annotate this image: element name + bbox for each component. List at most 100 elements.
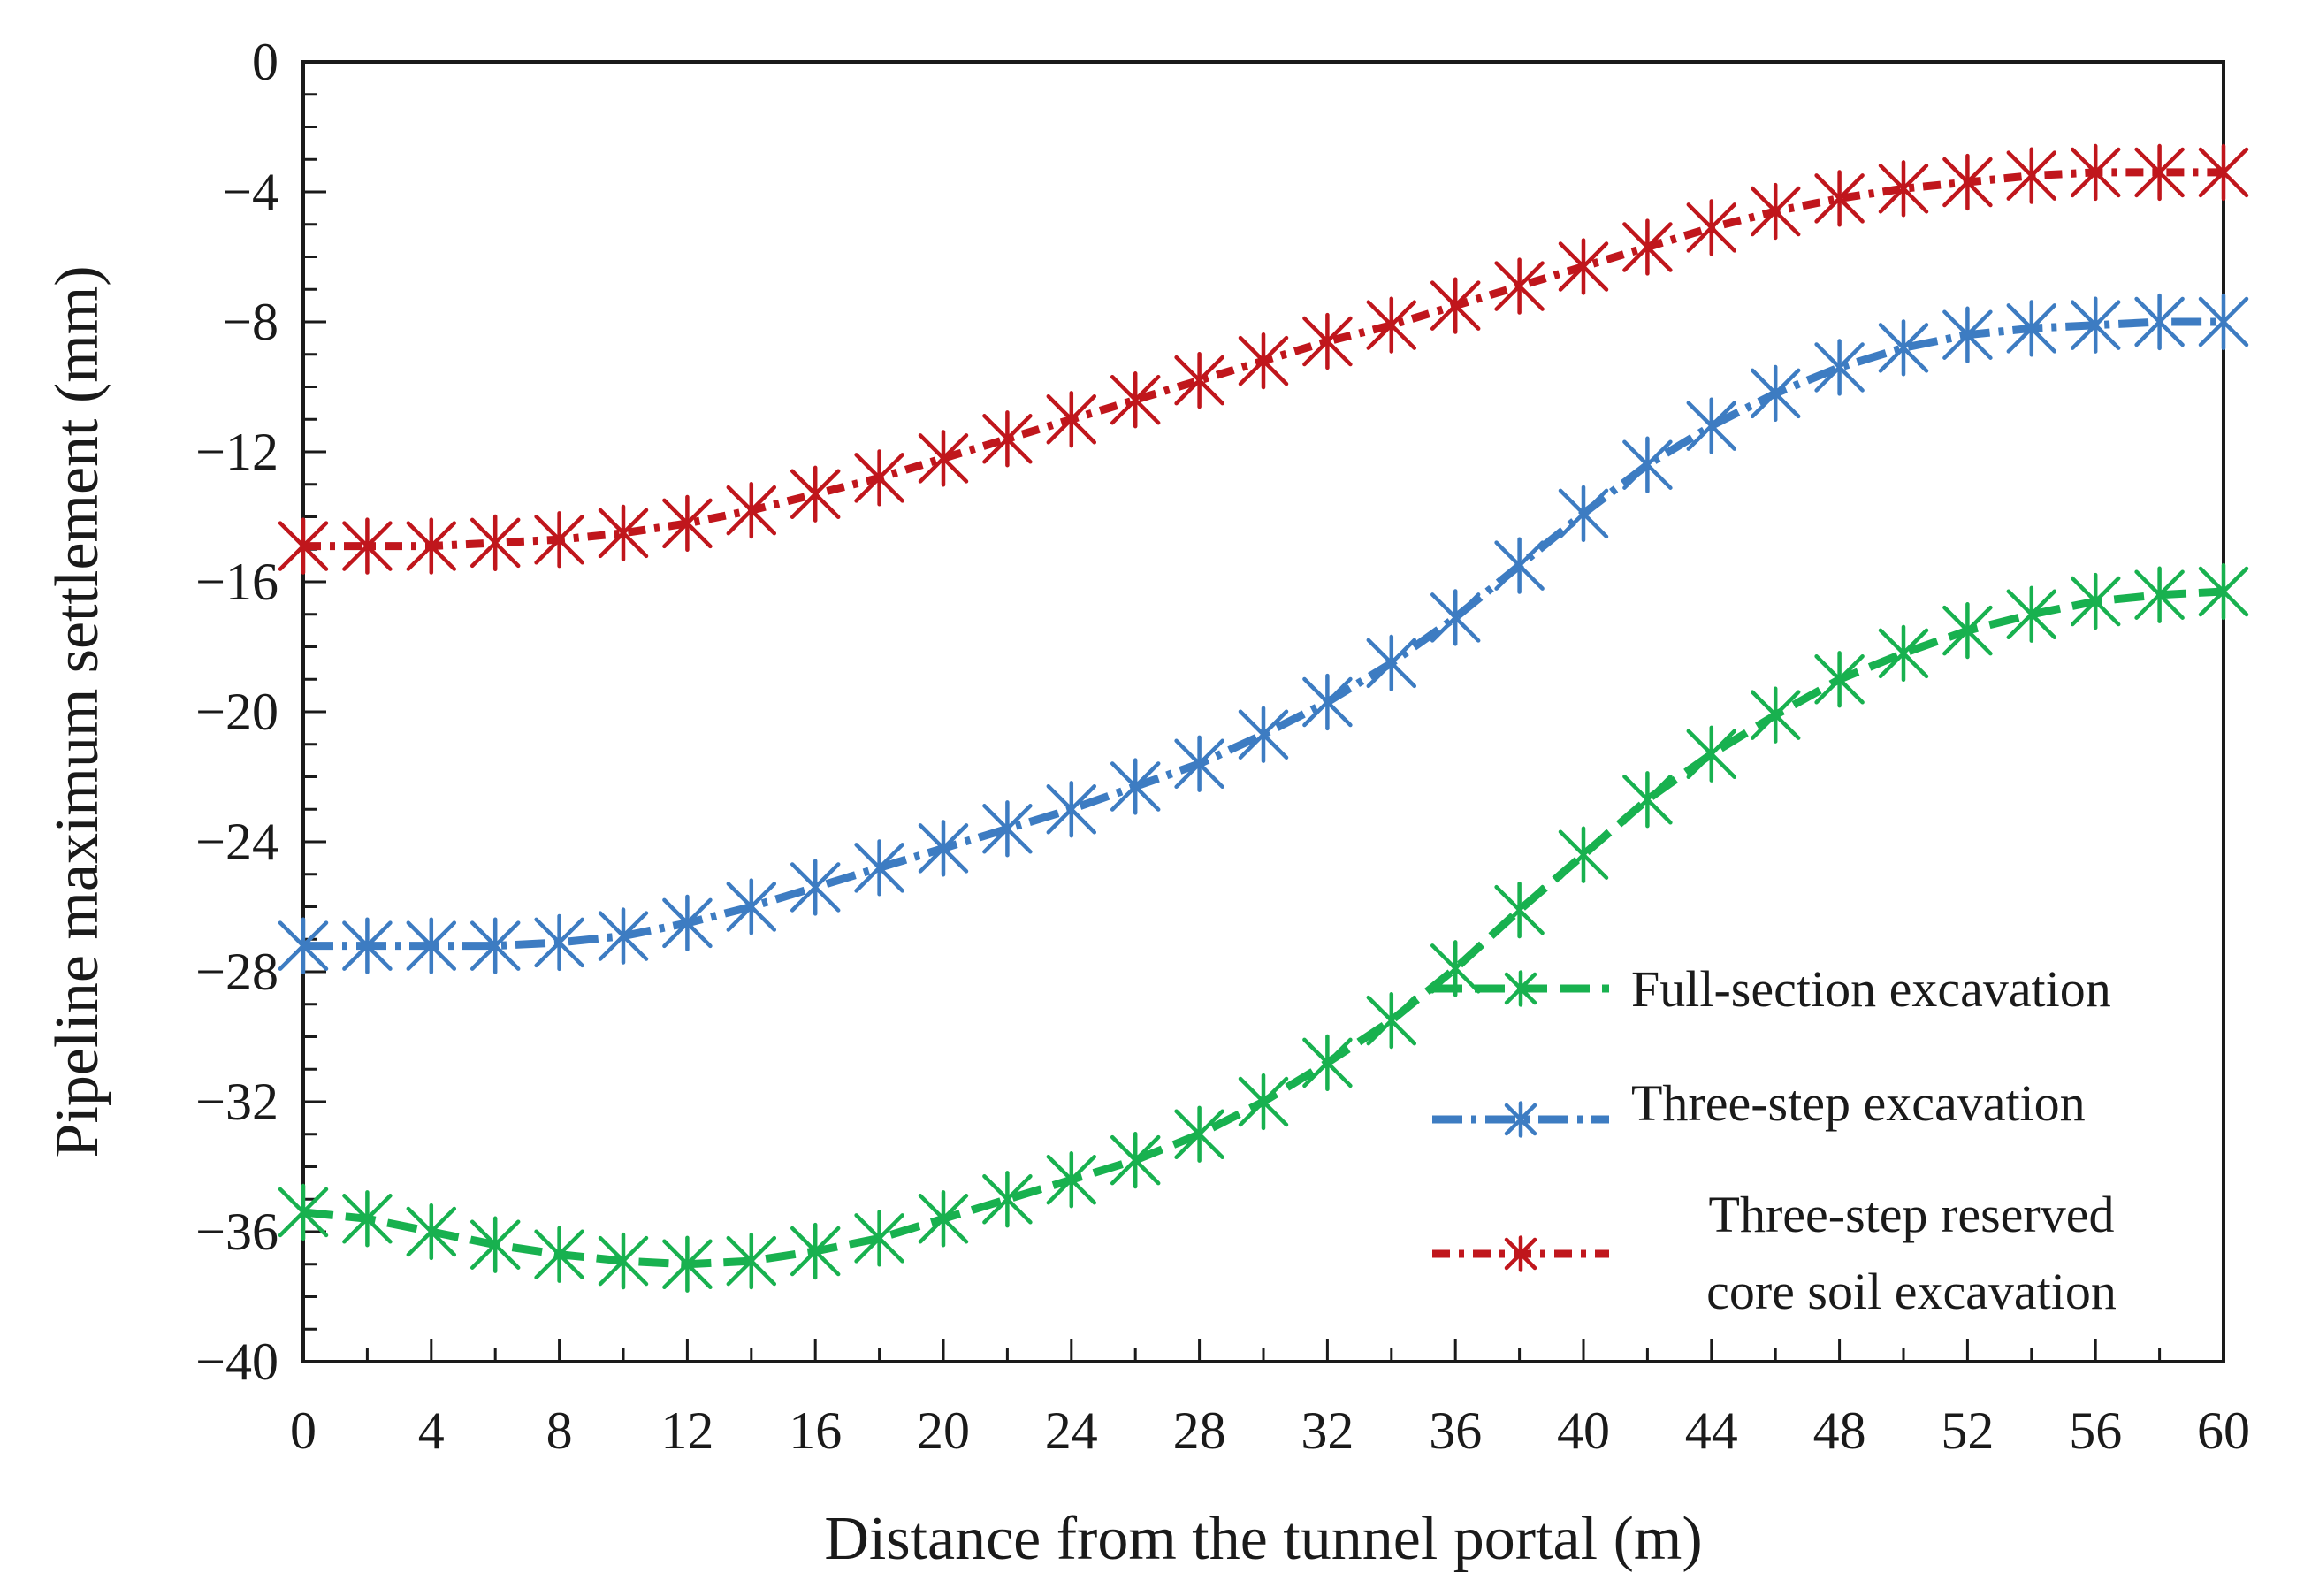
data-point-full-section [1174,1105,1224,1163]
x-tick-label: 4 [418,1401,445,1460]
marker-stroke [1558,485,1609,542]
marker-stroke [918,1190,969,1248]
marker-stroke [1110,371,1161,429]
marker-stroke [1878,319,1929,377]
marker-stroke [1302,312,1353,370]
data-point-full-section [726,1232,777,1290]
marker-stroke [662,894,713,952]
data-point-reserved-core [1110,371,1161,429]
legend-marker-three-step [1504,1101,1537,1138]
data-point-three-step [1750,364,1801,422]
marker-stroke [1046,391,1097,448]
marker-stroke [2134,293,2185,351]
marker-stroke [1174,735,1224,792]
y-tick-label: 0 [252,33,278,91]
legend-asterisk-full-section [1504,970,1537,1007]
marker-stroke [1504,1101,1537,1138]
data-point-reserved-core [598,504,649,562]
marker-stroke [342,517,393,575]
data-point-three-step [1302,673,1353,731]
marker-stroke [1622,436,1673,493]
marker-stroke [1750,182,1801,241]
data-point-full-section [598,1232,649,1290]
data-point-full-section [1302,1034,1353,1092]
data-point-three-step [278,917,329,974]
marker-stroke [1046,1151,1097,1209]
data-point-reserved-core [2134,143,2185,202]
data-point-three-step [1238,706,1289,763]
marker-stroke [1430,277,1481,334]
data-point-three-step [1622,436,1673,493]
marker-stroke [854,1210,904,1267]
data-point-three-step [1942,306,1993,363]
marker-stroke [2198,562,2249,621]
data-point-three-step [854,839,904,897]
marker-stroke [406,517,457,575]
x-axis-title: Distance from the tunnel portal (m) [824,1505,1702,1573]
data-point-full-section [1238,1073,1289,1131]
data-point-reserved-core [2070,143,2121,202]
data-point-reserved-core [534,511,584,569]
y-tick-label: −4 [222,163,278,221]
marker-stroke [469,1216,521,1273]
data-point-three-step [2198,293,2249,351]
data-point-reserved-core [726,482,777,539]
marker-stroke [1494,257,1545,315]
data-point-full-section [854,1210,904,1267]
axis-ticks [301,60,2225,1363]
x-tick-label: 8 [546,1401,573,1460]
marker-stroke [1238,1073,1289,1131]
marker-stroke [1686,199,1737,256]
data-point-reserved-core [469,514,521,572]
legend-item-three-step: Three-step excavation [1432,1074,2086,1138]
marker-stroke [1814,170,1865,227]
data-point-full-section [1686,725,1737,783]
y-tick-label: −40 [195,1333,278,1391]
data-point-full-section [342,1190,393,1248]
data-point-reserved-core [278,517,329,575]
marker-stroke [2006,585,2057,643]
data-point-reserved-core [1046,391,1097,448]
x-tick-label: 56 [2069,1401,2122,1460]
x-tick-label: 36 [1429,1401,1482,1460]
data-point-three-step [342,917,393,974]
data-point-reserved-core [1622,218,1673,276]
data-point-three-step [469,917,521,974]
legend-asterisk-three-step [1504,1101,1537,1138]
data-point-full-section [982,1171,1033,1228]
data-point-three-step [1878,319,1929,377]
marker-stroke [982,410,1033,468]
y-axis-title: Pipeline maximum settlement (mm) [43,266,111,1158]
marker-stroke [1238,332,1289,390]
marker-stroke [982,800,1033,858]
series-layer [278,143,2249,1293]
marker-stroke [2198,143,2249,202]
data-point-full-section [406,1203,457,1261]
data-point-full-section [790,1222,841,1280]
data-point-three-step [1366,634,1417,692]
data-point-three-step [1814,339,1865,396]
x-tick-label: 0 [290,1401,317,1460]
marker-stroke [406,917,457,974]
data-point-reserved-core [790,465,841,523]
y-tick-label: −28 [195,943,278,1001]
data-point-full-section [1558,826,1609,883]
marker-stroke [1558,826,1609,883]
x-tick-label: 52 [1941,1401,1994,1460]
marker-stroke [1942,601,1993,660]
marker-stroke [598,504,649,562]
marker-stroke [1942,153,1993,211]
marker-stroke [2198,293,2249,351]
marker-stroke [1750,364,1801,422]
marker-stroke [1174,352,1224,409]
marker-stroke [662,494,713,552]
data-point-full-section [1814,651,1865,708]
data-point-reserved-core [1302,312,1353,370]
marker-stroke [2070,572,2121,630]
data-point-reserved-core [1238,332,1289,390]
data-point-full-section [2134,566,2185,623]
y-tick-label: −32 [195,1073,278,1131]
marker-stroke [1366,634,1417,692]
data-point-reserved-core [1366,296,1417,354]
